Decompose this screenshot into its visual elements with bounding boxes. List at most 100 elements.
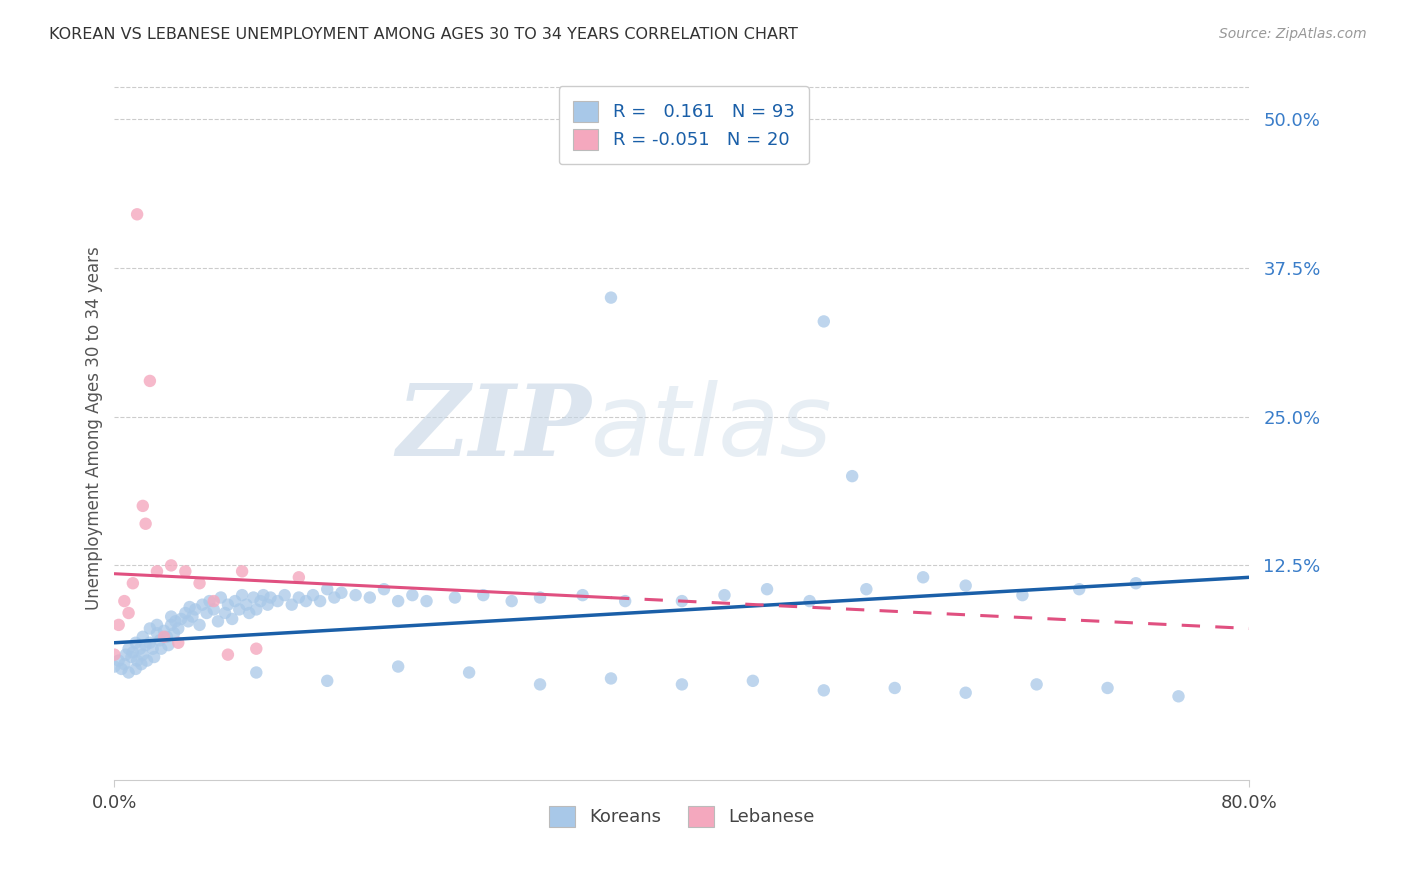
- Y-axis label: Unemployment Among Ages 30 to 34 years: Unemployment Among Ages 30 to 34 years: [86, 247, 103, 610]
- Point: [713, 588, 735, 602]
- Point: [184, 602, 207, 616]
- Point: [127, 207, 149, 221]
- Point: [165, 615, 187, 629]
- Point: [103, 648, 125, 662]
- Point: [167, 622, 190, 636]
- Point: [209, 591, 232, 605]
- Point: [132, 499, 155, 513]
- Point: [214, 606, 236, 620]
- Point: [207, 615, 229, 629]
- Point: [281, 598, 304, 612]
- Point: [221, 612, 243, 626]
- Point: [174, 606, 197, 620]
- Point: [127, 654, 149, 668]
- Point: [415, 594, 437, 608]
- Point: [112, 657, 135, 672]
- Point: [202, 594, 225, 608]
- Point: [163, 626, 186, 640]
- Point: [245, 665, 267, 680]
- Point: [256, 598, 278, 612]
- Point: [117, 606, 139, 620]
- Point: [529, 591, 551, 605]
- Point: [217, 598, 239, 612]
- Point: [231, 565, 253, 579]
- Point: [359, 591, 381, 605]
- Point: [195, 606, 218, 620]
- Point: [883, 681, 905, 695]
- Point: [1011, 588, 1033, 602]
- Point: [288, 570, 311, 584]
- Point: [330, 586, 353, 600]
- Point: [295, 594, 318, 608]
- Point: [955, 686, 977, 700]
- Point: [1097, 681, 1119, 695]
- Point: [309, 594, 332, 608]
- Point: [132, 648, 155, 662]
- Point: [841, 469, 863, 483]
- Point: [110, 662, 132, 676]
- Point: [273, 588, 295, 602]
- Point: [316, 582, 339, 597]
- Point: [174, 565, 197, 579]
- Point: [813, 683, 835, 698]
- Point: [120, 650, 142, 665]
- Point: [188, 618, 211, 632]
- Point: [238, 606, 260, 620]
- Point: [139, 622, 162, 636]
- Point: [228, 602, 250, 616]
- Point: [444, 591, 467, 605]
- Point: [302, 588, 325, 602]
- Point: [1025, 677, 1047, 691]
- Point: [671, 594, 693, 608]
- Point: [146, 626, 169, 640]
- Point: [259, 591, 281, 605]
- Point: [245, 602, 267, 616]
- Point: [855, 582, 877, 597]
- Point: [146, 618, 169, 632]
- Point: [139, 374, 162, 388]
- Point: [114, 648, 136, 662]
- Point: [1125, 576, 1147, 591]
- Point: [202, 602, 225, 616]
- Point: [955, 579, 977, 593]
- Point: [131, 657, 153, 672]
- Point: [191, 598, 214, 612]
- Point: [153, 630, 176, 644]
- Legend: Koreans, Lebanese: Koreans, Lebanese: [543, 798, 821, 834]
- Point: [529, 677, 551, 691]
- Point: [139, 636, 162, 650]
- Point: [323, 591, 346, 605]
- Point: [112, 594, 135, 608]
- Point: [458, 665, 481, 680]
- Point: [160, 618, 183, 632]
- Point: [157, 638, 180, 652]
- Point: [344, 588, 367, 602]
- Point: [160, 558, 183, 573]
- Point: [117, 641, 139, 656]
- Point: [741, 673, 763, 688]
- Point: [231, 588, 253, 602]
- Point: [179, 600, 201, 615]
- Point: [288, 591, 311, 605]
- Point: [799, 594, 821, 608]
- Point: [129, 641, 152, 656]
- Point: [143, 650, 166, 665]
- Text: Source: ZipAtlas.com: Source: ZipAtlas.com: [1219, 27, 1367, 41]
- Point: [217, 648, 239, 662]
- Point: [224, 594, 246, 608]
- Point: [146, 565, 169, 579]
- Point: [149, 633, 172, 648]
- Point: [107, 618, 129, 632]
- Point: [132, 630, 155, 644]
- Point: [135, 638, 157, 652]
- Point: [242, 591, 264, 605]
- Point: [1167, 690, 1189, 704]
- Point: [401, 588, 423, 602]
- Text: ZIP: ZIP: [396, 380, 591, 477]
- Point: [614, 594, 637, 608]
- Point: [142, 641, 165, 656]
- Point: [170, 612, 193, 626]
- Point: [198, 594, 221, 608]
- Point: [316, 673, 339, 688]
- Point: [188, 576, 211, 591]
